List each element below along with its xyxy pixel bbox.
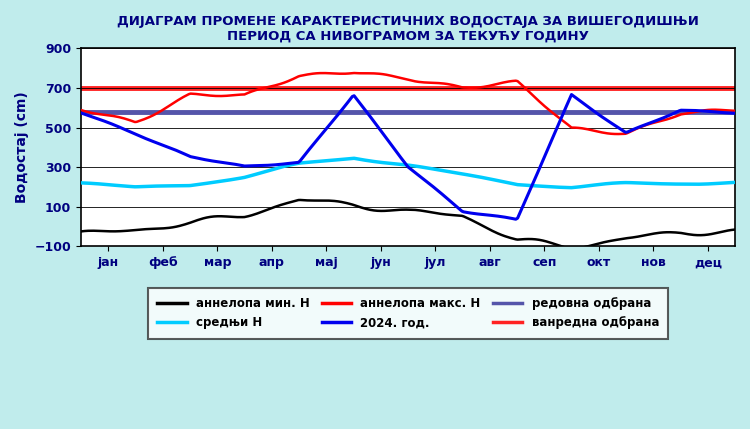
Y-axis label: Водостај (cm): Водостај (cm) [15,91,29,203]
Title: ДИЈАГРАМ ПРОМЕНЕ КАРАКТЕРИСТИЧНИХ ВОДОСТАЈА ЗА ВИШЕГОДИШЊИ
ПЕРИОД СА НИВОГРАМОМ : ДИЈАГРАМ ПРОМЕНЕ КАРАКТЕРИСТИЧНИХ ВОДОСТ… [117,15,699,43]
Legend: аннелопа мин. H, средњи H, аннелопа макс. H, 2024. год., редовна одбрана, ванред: аннелопа мин. H, средњи H, аннелопа макс… [148,288,668,339]
